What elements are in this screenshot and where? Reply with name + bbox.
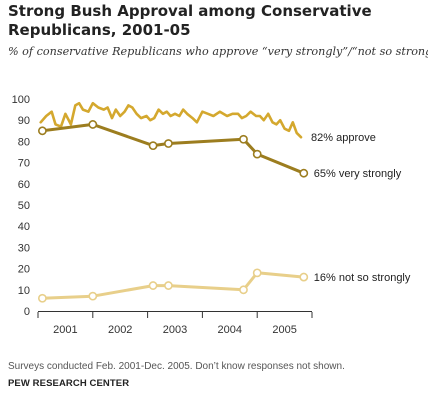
y-tick-label: 40 [18,221,30,233]
data-point-not_so_strongly [148,281,158,290]
x-tick-label: 2002 [108,324,132,336]
y-tick-label: 10 [18,285,30,297]
axes: 0 10 20 30 40 50 60 70 80 90 100 2001 2002 2003 2004 20… [12,94,313,336]
series-line-not_so_strongly [40,271,306,300]
series-labels: 82% approve 65% very strongly 16% not so s… [311,132,411,284]
data-point-not_so_strongly [37,293,47,303]
x-tick-label: 2001 [53,324,77,336]
series-label-very_strongly: 65% very strongly [314,168,402,180]
y-tick-label: 60 [18,179,30,191]
data-point-not_so_strongly [88,291,98,301]
y-tick-label: 20 [18,264,30,276]
y-tick-label: 80 [18,136,30,148]
data-point-not_so_strongly [252,268,262,278]
data-point-not_so_strongly [239,285,248,295]
data-point-very_strongly [164,139,173,148]
data-point-very_strongly [37,126,47,136]
series-line-approve [39,101,303,139]
data-point-not_so_strongly [299,272,309,282]
chart-subtitle: % of conservative Republicans who approv… [8,45,428,58]
y-tick-label: 90 [18,115,30,127]
x-tick-label: 2005 [272,324,296,336]
chart-title: Strong Bush Approval among Conservative … [8,2,372,39]
y-tick-label: 50 [18,200,30,212]
series-lines [37,101,309,303]
y-tick-label: 70 [18,158,30,170]
x-tick-label: 2004 [218,324,242,336]
series-label-not_so_strongly: 16% not so strongly [314,272,411,284]
data-point-very_strongly [252,149,262,159]
y-tick-label: 100 [12,94,30,106]
series-line-very_strongly [40,122,306,175]
y-tick-label: 0 [24,306,30,318]
data-point-not_so_strongly [164,281,173,290]
chart-source: PEW RESEARCH CENTER [8,378,130,389]
data-point-very_strongly [239,134,248,144]
chart-note: Surveys conducted Feb. 2001-Dec. 2005. D… [8,361,345,372]
x-tick-label: 2003 [163,324,187,336]
series-label-approve: 82% approve [311,132,376,144]
data-point-very_strongly [299,168,309,178]
data-point-very_strongly [148,141,158,151]
y-tick-label: 30 [18,242,30,254]
data-point-very_strongly [88,120,98,129]
